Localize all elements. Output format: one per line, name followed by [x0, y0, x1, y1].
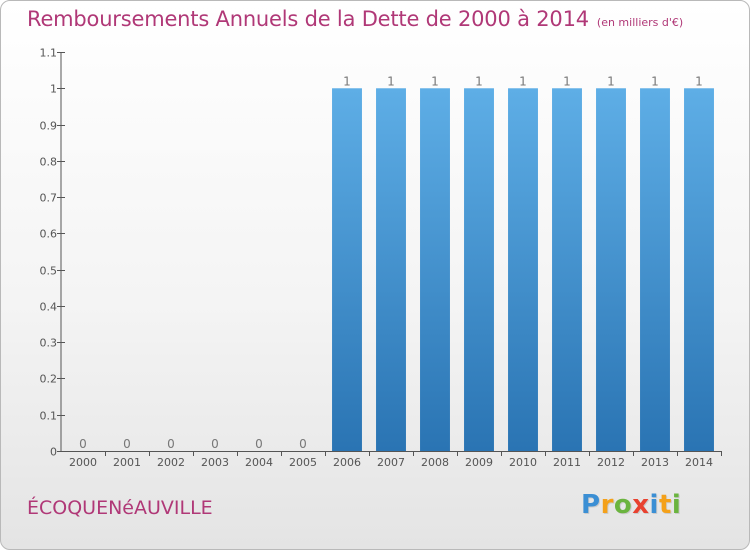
y-tick-label: 0.2: [40, 373, 58, 386]
y-tick-label: 0.1: [40, 410, 58, 423]
bar: [552, 88, 582, 451]
chart-title: Remboursements Annuels de la Dette de 20…: [27, 7, 683, 31]
commune-name: ÉCOQUENéAUVILLE: [27, 497, 213, 519]
bar: [332, 88, 362, 451]
bar-value-label: 1: [695, 74, 703, 88]
bar: [420, 88, 450, 451]
logo-letter: x: [632, 490, 650, 520]
bar: [640, 88, 670, 451]
bar-value-label: 1: [343, 74, 351, 88]
bar-value-label: 0: [255, 437, 263, 451]
logo-letter: r: [600, 490, 614, 520]
bar-value-label: 0: [79, 437, 87, 451]
x-tick-label: 2014: [685, 456, 713, 469]
x-tick-label: 2007: [377, 456, 405, 469]
chart-title-text: Remboursements Annuels de la Dette de 20…: [27, 7, 589, 31]
x-tick-label: 2003: [201, 456, 229, 469]
bar-value-label: 0: [123, 437, 131, 451]
bar-value-label: 0: [167, 437, 175, 451]
bar-value-label: 1: [563, 74, 571, 88]
x-tick-label: 2006: [333, 456, 361, 469]
x-tick-label: 2011: [553, 456, 581, 469]
bar-value-label: 0: [211, 437, 219, 451]
logo-letter: i: [649, 490, 659, 520]
x-tick-label: 2012: [597, 456, 625, 469]
bar-value-label: 1: [387, 74, 395, 88]
logo-letter: o: [613, 490, 633, 520]
y-tick-label: 0.6: [40, 228, 58, 241]
bar-value-label: 1: [475, 74, 483, 88]
x-tick-label: 2009: [465, 456, 493, 469]
y-tick-label: 0: [50, 446, 57, 459]
logo-letter: i: [671, 490, 682, 520]
bar-value-label: 1: [607, 74, 615, 88]
chart-unit: (en milliers d'€): [596, 16, 684, 29]
y-tick-label: 0.3: [40, 337, 58, 350]
y-tick-label: 0.8: [40, 156, 58, 169]
proxiti-logo[interactable]: Proxiti: [581, 490, 681, 520]
bar: [508, 88, 538, 451]
x-tick-label: 2002: [157, 456, 185, 469]
x-tick-label: 2000: [69, 456, 97, 469]
bar: [684, 88, 714, 451]
bar: [464, 88, 494, 451]
bars: 0 0 0 0 0 0 1 1 1 1 1 1 1 1 1: [79, 74, 714, 451]
y-tick-label: 0.4: [40, 301, 58, 314]
x-tick-label: 2013: [641, 456, 669, 469]
bar: [596, 88, 626, 451]
x-tick-label: 2001: [113, 456, 141, 469]
y-tick-label: 0.9: [40, 120, 58, 133]
bar-value-label: 1: [519, 74, 527, 88]
y-tick-label: 1: [50, 83, 57, 96]
bar: [376, 88, 406, 451]
y-tick-label: 1.1: [40, 47, 58, 60]
logo-letter: t: [658, 490, 672, 520]
y-tick-label: 0.7: [40, 192, 58, 205]
y-tick-label: 0.5: [40, 265, 58, 278]
x-tick-label: 2004: [245, 456, 273, 469]
x-tick-label: 2010: [509, 456, 537, 469]
bar-value-label: 0: [299, 437, 307, 451]
logo-letter: P: [581, 490, 601, 520]
x-tick-label: 2005: [289, 456, 317, 469]
x-axis: 2000 2001 2002 2003 2004 2005 2006 2007 2008 2009…: [61, 451, 722, 469]
x-tick-label: 2008: [421, 456, 449, 469]
y-axis: 0 0.1 0.2 0.3 0.4 0.5 0.6 0.7 0.8 0.9 1 1.1: [40, 47, 65, 459]
bar-value-label: 1: [431, 74, 439, 88]
bar-value-label: 1: [651, 74, 659, 88]
